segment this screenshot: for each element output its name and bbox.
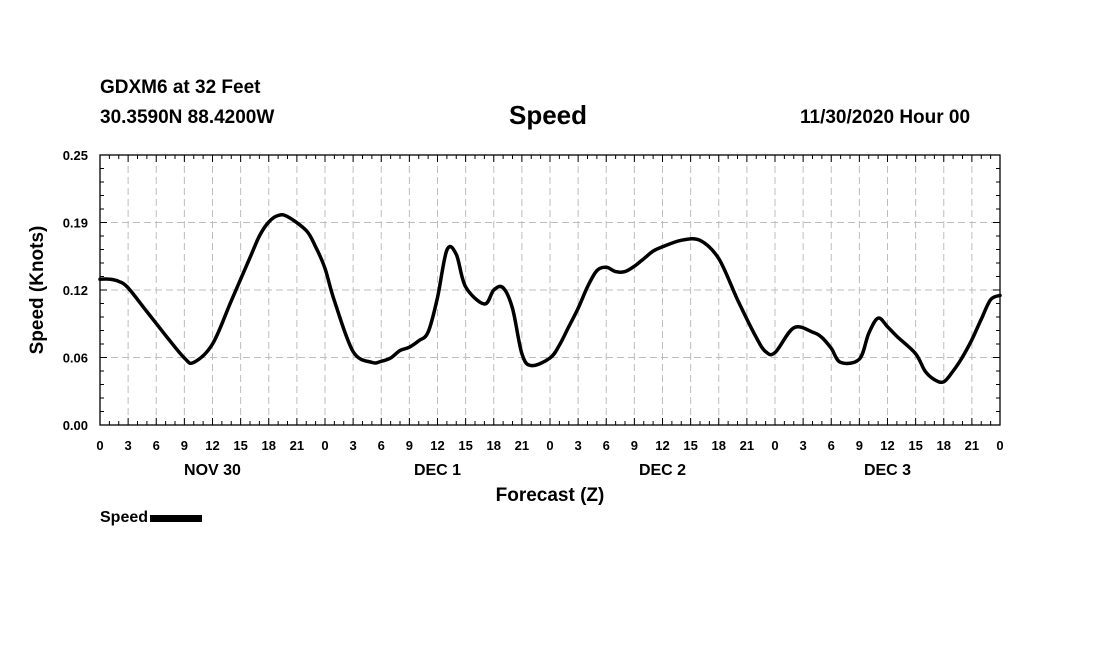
day-label: DEC 1 (414, 462, 461, 479)
x-tick-label: 21 (965, 438, 979, 453)
x-tick-label: 9 (631, 438, 638, 453)
x-tick-label: 21 (290, 438, 304, 453)
y-tick-label: 0.19 (63, 216, 88, 231)
x-tick-label: 18 (262, 438, 276, 453)
x-tick-label: 0 (771, 438, 778, 453)
legend-label: Speed (100, 509, 149, 526)
x-tick-label: 9 (181, 438, 188, 453)
x-tick-label: 9 (856, 438, 863, 453)
legend-swatch (150, 515, 203, 523)
legend: Speed (100, 509, 203, 527)
x-axis-title: Forecast (Z) (496, 485, 605, 506)
x-tick-label: 18 (487, 438, 501, 453)
run-time-label: 11/30/2020 Hour 00 (800, 107, 971, 128)
x-tick-label: 9 (406, 438, 413, 453)
y-tick-label: 0.00 (63, 418, 88, 433)
x-tick-label: 3 (800, 438, 807, 453)
y-axis-title: Speed (Knots) (27, 226, 48, 355)
x-tick-label: 0 (996, 438, 1003, 453)
day-label: DEC 2 (639, 462, 686, 479)
x-tick-label: 21 (740, 438, 754, 453)
day-label: DEC 3 (864, 462, 911, 479)
x-tick-label: 3 (350, 438, 357, 453)
x-tick-label: 15 (908, 438, 922, 453)
x-tick-label: 15 (233, 438, 247, 453)
y-tick-label: 0.06 (63, 351, 88, 366)
x-tick-label: 0 (96, 438, 103, 453)
x-tick-label: 3 (125, 438, 132, 453)
x-tick-label: 0 (321, 438, 328, 453)
x-tick-label: 12 (205, 438, 219, 453)
x-tick-label: 18 (712, 438, 726, 453)
x-tick-label: 12 (430, 438, 444, 453)
y-tick-label: 0.25 (63, 148, 88, 163)
x-tick-label: 3 (575, 438, 582, 453)
x-tick-label: 18 (937, 438, 951, 453)
x-tick-label: 21 (515, 438, 529, 453)
x-tick-label: 15 (683, 438, 697, 453)
x-tick-label: 15 (458, 438, 472, 453)
day-label: NOV 30 (184, 462, 241, 479)
x-tick-label: 6 (828, 438, 835, 453)
x-tick-label: 6 (603, 438, 610, 453)
x-tick-label: 12 (880, 438, 894, 453)
x-tick-label: 0 (546, 438, 553, 453)
location-label: 30.3590N 88.4200W (100, 107, 275, 128)
speed-series-line (98, 212, 1002, 385)
x-tick-label: 6 (153, 438, 160, 453)
x-tick-label: 6 (378, 438, 385, 453)
plot-frame (99, 154, 1001, 426)
chart-title: Speed (509, 100, 588, 130)
station-label: GDXM6 at 32 Feet (100, 77, 261, 98)
x-tick-label: 12 (655, 438, 669, 453)
y-tick-label: 0.12 (63, 283, 88, 298)
